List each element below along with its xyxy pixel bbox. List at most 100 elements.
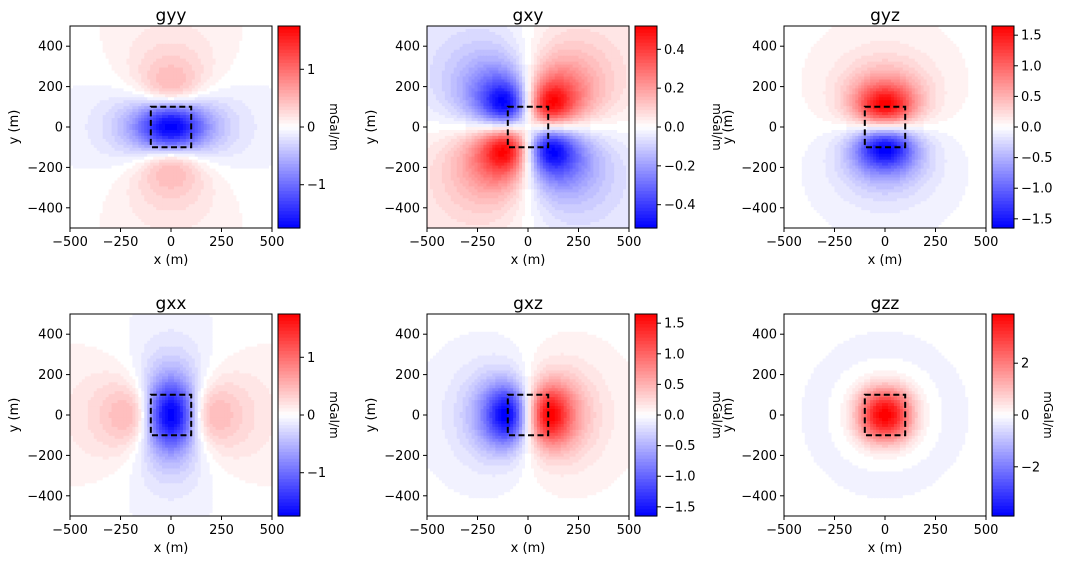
- heatmap-cell: [114, 141, 119, 146]
- heatmap-cell: [224, 118, 229, 122]
- heatmap-cell: [263, 73, 267, 78]
- heatmap-cell: [239, 115, 243, 119]
- heatmap-cell: [239, 70, 243, 75]
- heatmap-cell: [141, 28, 145, 33]
- heatmap-cell: [108, 79, 113, 84]
- heatmap-cell: [233, 73, 237, 78]
- heatmap-cell: [87, 26, 92, 30]
- heatmap-cell: [87, 106, 92, 110]
- heatmap-cell: [200, 79, 205, 84]
- heatmap-cell: [84, 147, 89, 152]
- heatmap-cell: [114, 26, 119, 30]
- heatmap-cell: [126, 61, 131, 66]
- heatmap-cell: [185, 138, 190, 143]
- heatmap-cell: [159, 129, 163, 134]
- heatmap-cell: [138, 67, 142, 72]
- heatmap-cell: [153, 76, 157, 81]
- heatmap-cell: [120, 55, 125, 60]
- heatmap-cell: [102, 138, 107, 143]
- heatmap-cell: [263, 121, 267, 125]
- heatmap-cell: [233, 138, 237, 143]
- heatmap-cell: [120, 144, 125, 149]
- heatmap-cell: [171, 135, 175, 140]
- heatmap-cell: [245, 121, 249, 125]
- heatmap-cell: [84, 129, 89, 134]
- heatmap-cell: [132, 37, 136, 42]
- heatmap-cell: [224, 52, 229, 57]
- heatmap-cell: [114, 124, 119, 128]
- heatmap-cell: [159, 85, 163, 89]
- heatmap-cell: [135, 85, 139, 89]
- heatmap-cell: [173, 28, 178, 33]
- heatmap-cell: [156, 46, 160, 51]
- heatmap-cell: [147, 67, 151, 72]
- heatmap-cell: [114, 129, 119, 134]
- heatmap-cell: [182, 73, 187, 78]
- heatmap-cell: [108, 144, 113, 149]
- heatmap-cell: [126, 73, 131, 78]
- heatmap-cell: [185, 49, 190, 54]
- heatmap-cell: [81, 61, 86, 66]
- heatmap-cell: [159, 118, 163, 122]
- heatmap-cell: [132, 67, 136, 72]
- heatmap-cell: [72, 34, 77, 39]
- heatmap-cell: [75, 49, 80, 54]
- heatmap-cell: [70, 49, 74, 54]
- heatmap-cell: [266, 26, 270, 30]
- heatmap-cell: [90, 43, 95, 48]
- heatmap-cell: [90, 76, 95, 81]
- heatmap-cell: [182, 94, 187, 98]
- heatmap-cell: [251, 61, 255, 66]
- heatmap-cell: [90, 82, 95, 87]
- heatmap-cell: [185, 55, 190, 60]
- heatmap-cell: [162, 31, 166, 36]
- heatmap-cell: [227, 85, 232, 89]
- heatmap-cell: [108, 112, 113, 116]
- heatmap-cell: [227, 129, 232, 134]
- heatmap-cell: [260, 28, 264, 33]
- heatmap-cell: [206, 76, 211, 81]
- heatmap-cell: [233, 37, 237, 42]
- heatmap-cell: [99, 40, 104, 45]
- heatmap-cell: [171, 40, 175, 45]
- x-axis-label: x (m): [154, 253, 189, 268]
- heatmap-cell: [206, 103, 211, 107]
- heatmap-cell: [78, 115, 83, 119]
- heatmap-cell: [218, 103, 223, 107]
- heatmap-cell: [102, 28, 107, 33]
- heatmap-cell: [78, 52, 83, 57]
- heatmap-cell: [75, 73, 80, 78]
- heatmap-cell: [147, 141, 151, 146]
- heatmap-cell: [84, 49, 89, 54]
- heatmap-cell: [171, 31, 175, 36]
- heatmap-cell: [188, 61, 193, 66]
- colorbar-tick-label: 1: [307, 63, 315, 78]
- heatmap-cell: [176, 37, 181, 42]
- heatmap-cell: [72, 43, 77, 48]
- heatmap-cell: [120, 135, 125, 140]
- heatmap-cell: [117, 34, 122, 39]
- heatmap-cell: [141, 106, 145, 110]
- heatmap-cell: [156, 55, 160, 60]
- heatmap-cell: [263, 67, 267, 72]
- heatmap-cell: [70, 100, 74, 104]
- heatmap-cell: [254, 115, 258, 119]
- heatmap-cell: [129, 109, 133, 113]
- heatmap-cell: [141, 144, 145, 149]
- heatmap-cell: [218, 109, 223, 113]
- heatmap-cell: [153, 94, 157, 98]
- heatmap-cell: [72, 28, 77, 33]
- heatmap-cell: [108, 46, 113, 51]
- heatmap-cell: [120, 70, 125, 75]
- heatmap-cell: [236, 141, 240, 146]
- heatmap-cell: [162, 67, 166, 72]
- heatmap-cell: [179, 28, 184, 33]
- heatmap-cell: [111, 118, 116, 122]
- heatmap-cell: [182, 106, 187, 110]
- heatmap-cell: [132, 79, 136, 84]
- heatmap-cell: [185, 88, 190, 92]
- heatmap-cell: [233, 112, 237, 116]
- heatmap-cell: [236, 88, 240, 92]
- heatmap-cell: [191, 97, 196, 101]
- heatmap-cell: [182, 67, 187, 72]
